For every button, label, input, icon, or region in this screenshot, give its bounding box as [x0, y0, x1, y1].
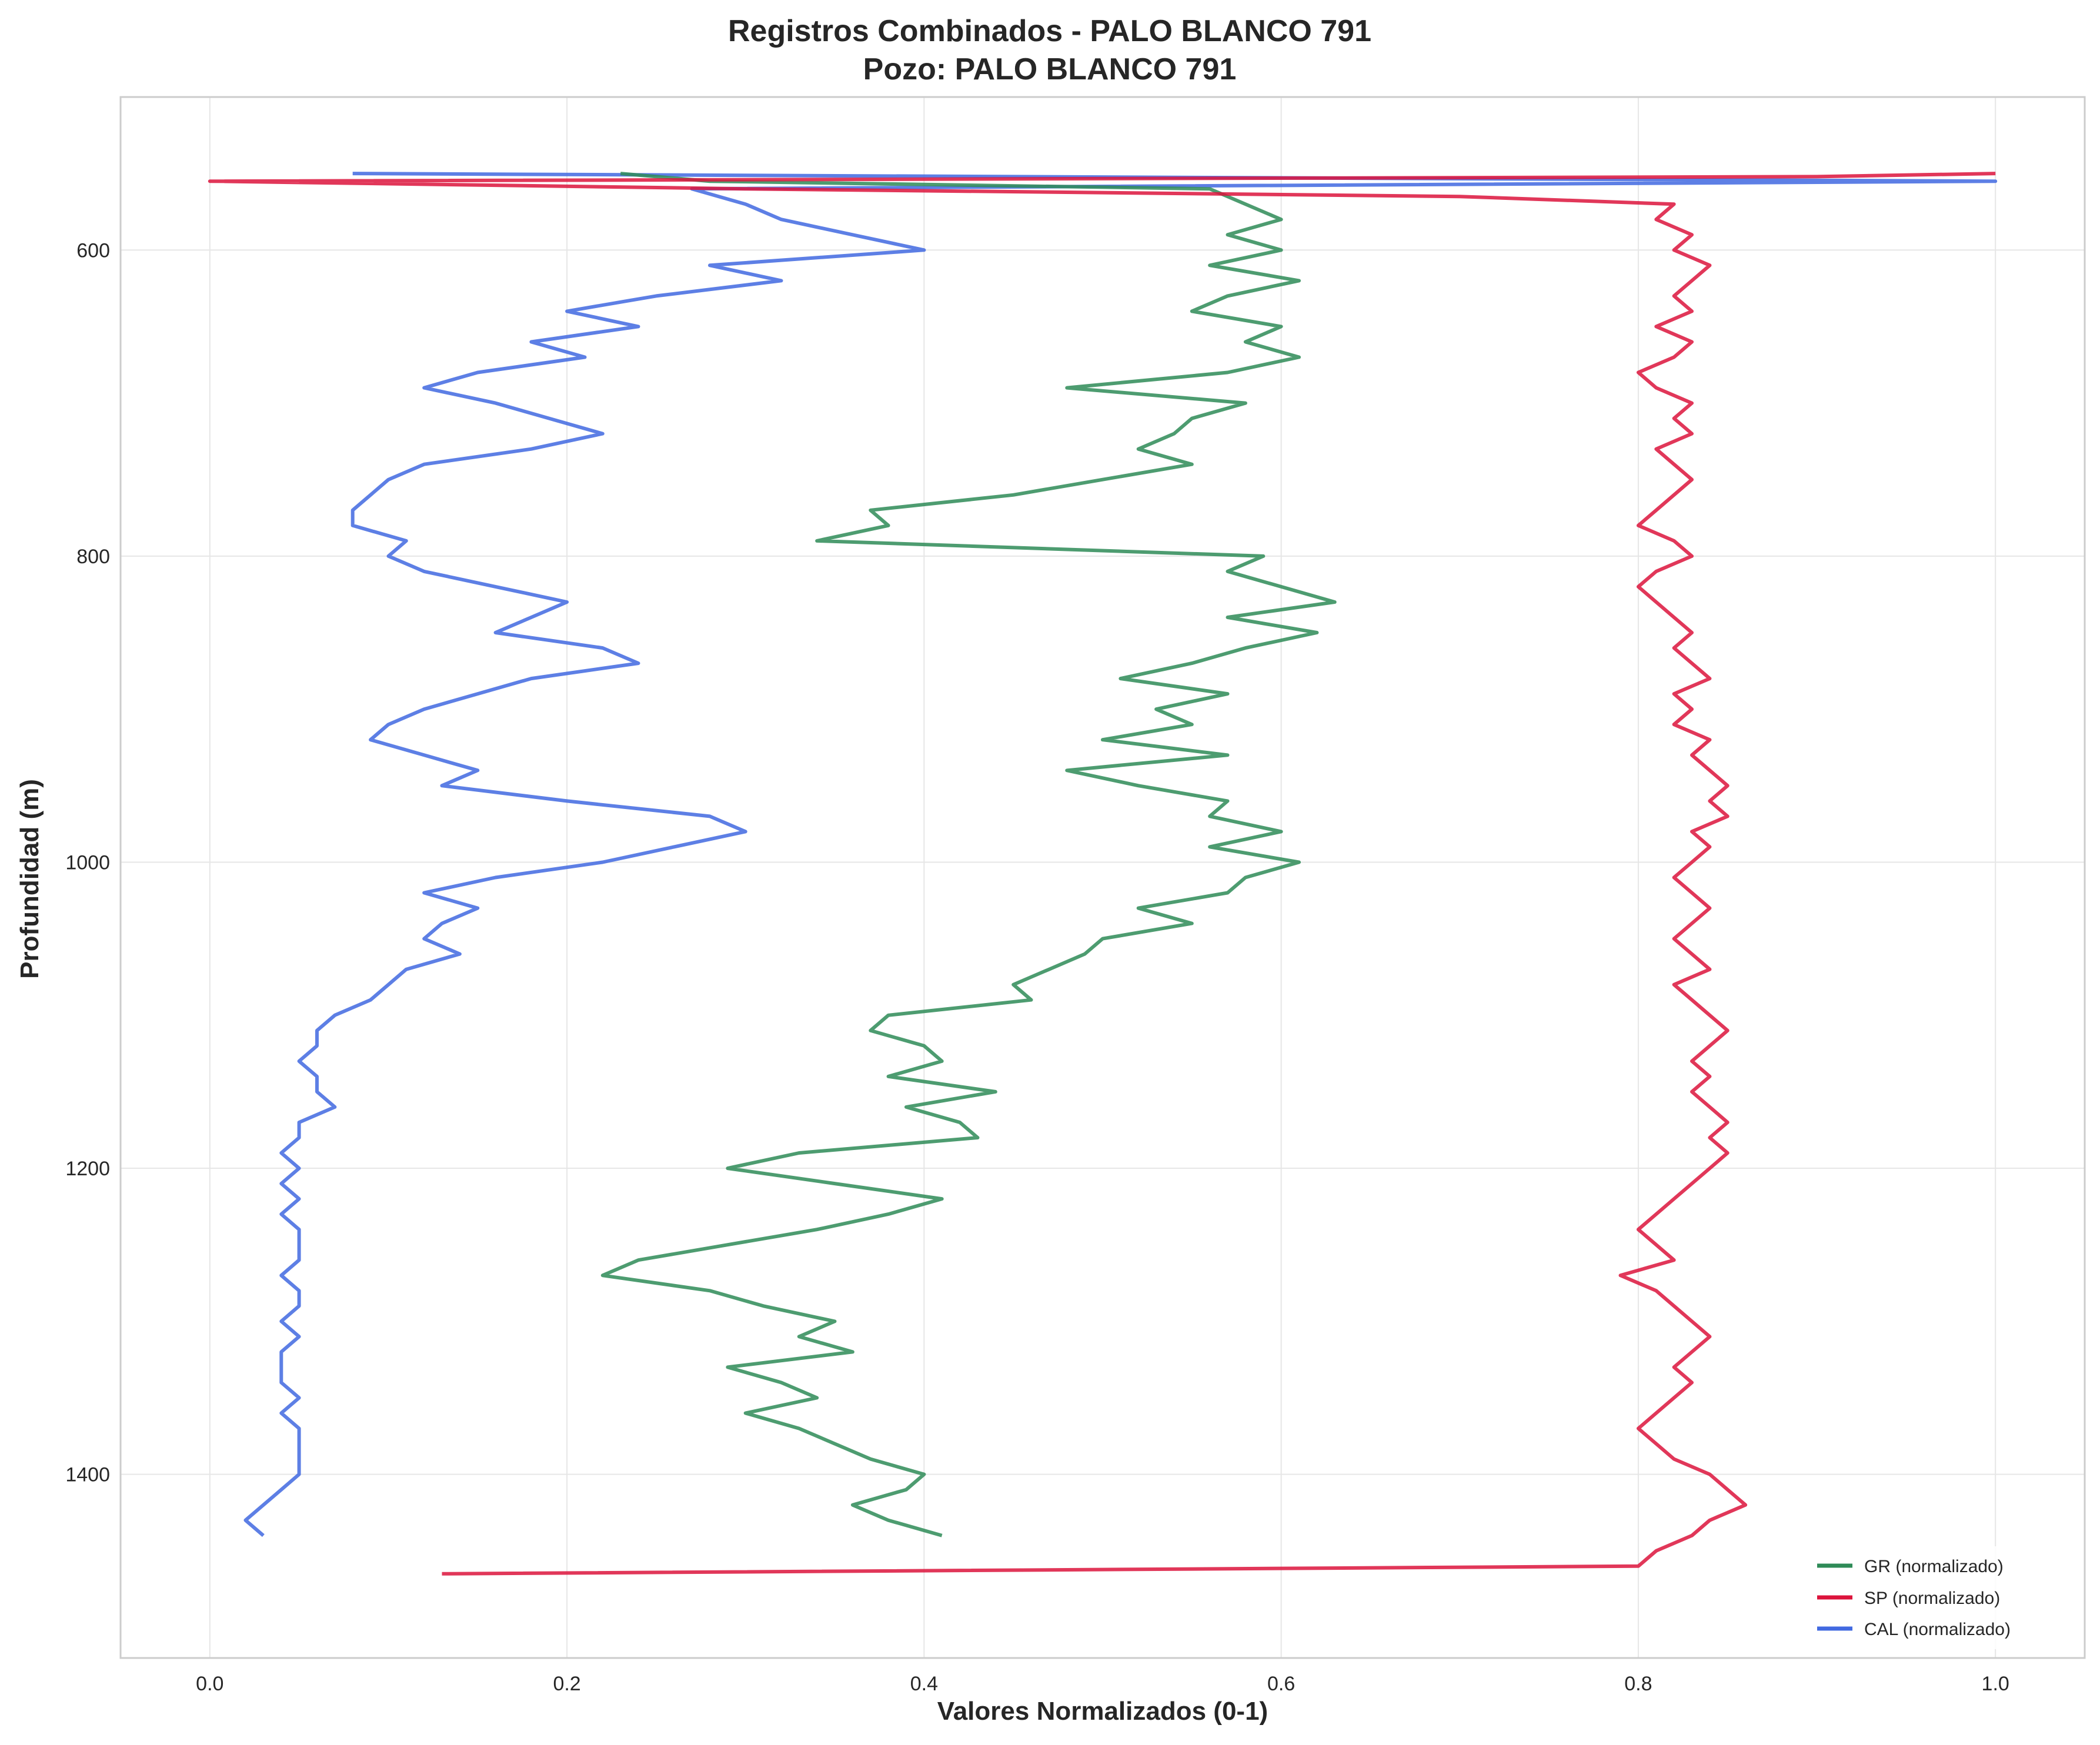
plot-area [208, 172, 1998, 1576]
x-tick-label: 0.4 [910, 1673, 938, 1695]
y-axis-label: Profundidad (m) [15, 779, 44, 979]
y-tick-label: 800 [76, 546, 110, 568]
series-line-cal [243, 172, 1998, 1537]
y-tick-label: 600 [76, 239, 110, 262]
x-tick-label: 0.8 [1624, 1673, 1652, 1695]
legend-label-gr: GR (normalizado) [1864, 1557, 2004, 1576]
plot-frame [119, 96, 2086, 1659]
x-tick-label: 0.0 [196, 1673, 223, 1695]
x-axis-label: Valores Normalizados (0-1) [937, 1697, 1268, 1726]
legend-label-cal: CAL (normalizado) [1864, 1620, 2011, 1639]
y-tick-label: 1200 [65, 1158, 110, 1180]
y-tick-label: 1000 [65, 851, 110, 874]
x-tick-label: 0.2 [553, 1673, 580, 1695]
y-tick-label: 1400 [65, 1464, 110, 1486]
series-line-gr [600, 172, 1337, 1537]
chart-title: Registros Combinados - PALO BLANCO 791 [728, 14, 1371, 48]
grid [121, 97, 2085, 1658]
x-axis-ticks: 0.0 0.2 0.4 0.6 0.8 1.0 [196, 1673, 2009, 1695]
series-line-sp [208, 172, 1996, 1576]
legend: GR (normalizado) SP (normalizado) CAL (n… [1805, 1546, 2076, 1649]
legend-label-sp: SP (normalizado) [1864, 1589, 2000, 1608]
chart-subtitle: Pozo: PALO BLANCO 791 [863, 52, 1237, 86]
x-tick-label: 0.6 [1267, 1673, 1295, 1695]
y-axis-ticks: 600 800 1000 1200 1400 [65, 239, 110, 1486]
x-tick-label: 1.0 [1982, 1673, 2009, 1695]
